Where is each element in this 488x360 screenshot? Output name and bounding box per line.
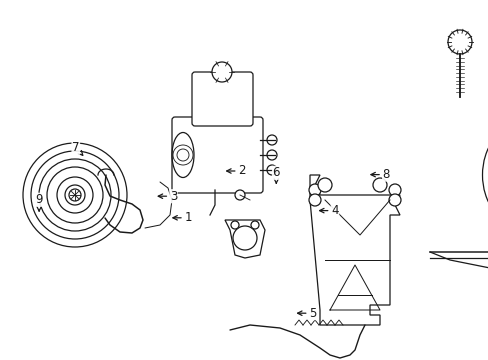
Circle shape: [232, 226, 257, 250]
Text: 7: 7: [72, 141, 82, 155]
Text: 2: 2: [226, 165, 245, 177]
Text: 5: 5: [297, 307, 316, 320]
Text: 6: 6: [272, 166, 280, 183]
Circle shape: [235, 190, 244, 200]
Circle shape: [250, 221, 259, 229]
Circle shape: [308, 194, 320, 206]
Circle shape: [212, 62, 231, 82]
Text: 9: 9: [35, 193, 43, 211]
Circle shape: [230, 221, 239, 229]
Circle shape: [388, 184, 400, 196]
Text: 3: 3: [158, 190, 177, 203]
Circle shape: [266, 135, 276, 145]
Text: 8: 8: [370, 168, 389, 181]
Circle shape: [266, 165, 276, 175]
FancyBboxPatch shape: [192, 72, 252, 126]
Circle shape: [372, 178, 386, 192]
Circle shape: [266, 150, 276, 160]
Polygon shape: [224, 220, 264, 258]
FancyBboxPatch shape: [172, 117, 263, 193]
Circle shape: [447, 30, 471, 54]
Circle shape: [308, 184, 320, 196]
Text: 4: 4: [319, 204, 338, 217]
Circle shape: [317, 178, 331, 192]
Circle shape: [388, 194, 400, 206]
Circle shape: [69, 189, 81, 201]
Ellipse shape: [482, 125, 488, 225]
Polygon shape: [309, 175, 399, 325]
Text: 1: 1: [173, 211, 192, 224]
